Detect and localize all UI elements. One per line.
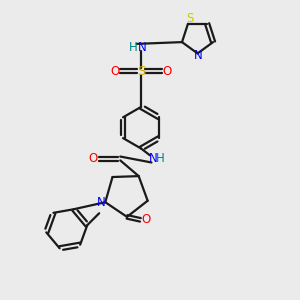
Text: N: N: [97, 196, 106, 209]
Text: N: N: [194, 49, 203, 62]
Text: O: O: [163, 65, 172, 78]
Text: N: N: [138, 41, 147, 54]
Text: O: O: [88, 152, 98, 165]
Text: N: N: [149, 152, 158, 165]
Text: O: O: [110, 65, 120, 78]
Text: H: H: [129, 41, 138, 54]
Text: H: H: [156, 152, 165, 165]
Text: S: S: [187, 12, 194, 25]
Text: O: O: [142, 213, 151, 226]
Text: S: S: [137, 65, 145, 78]
